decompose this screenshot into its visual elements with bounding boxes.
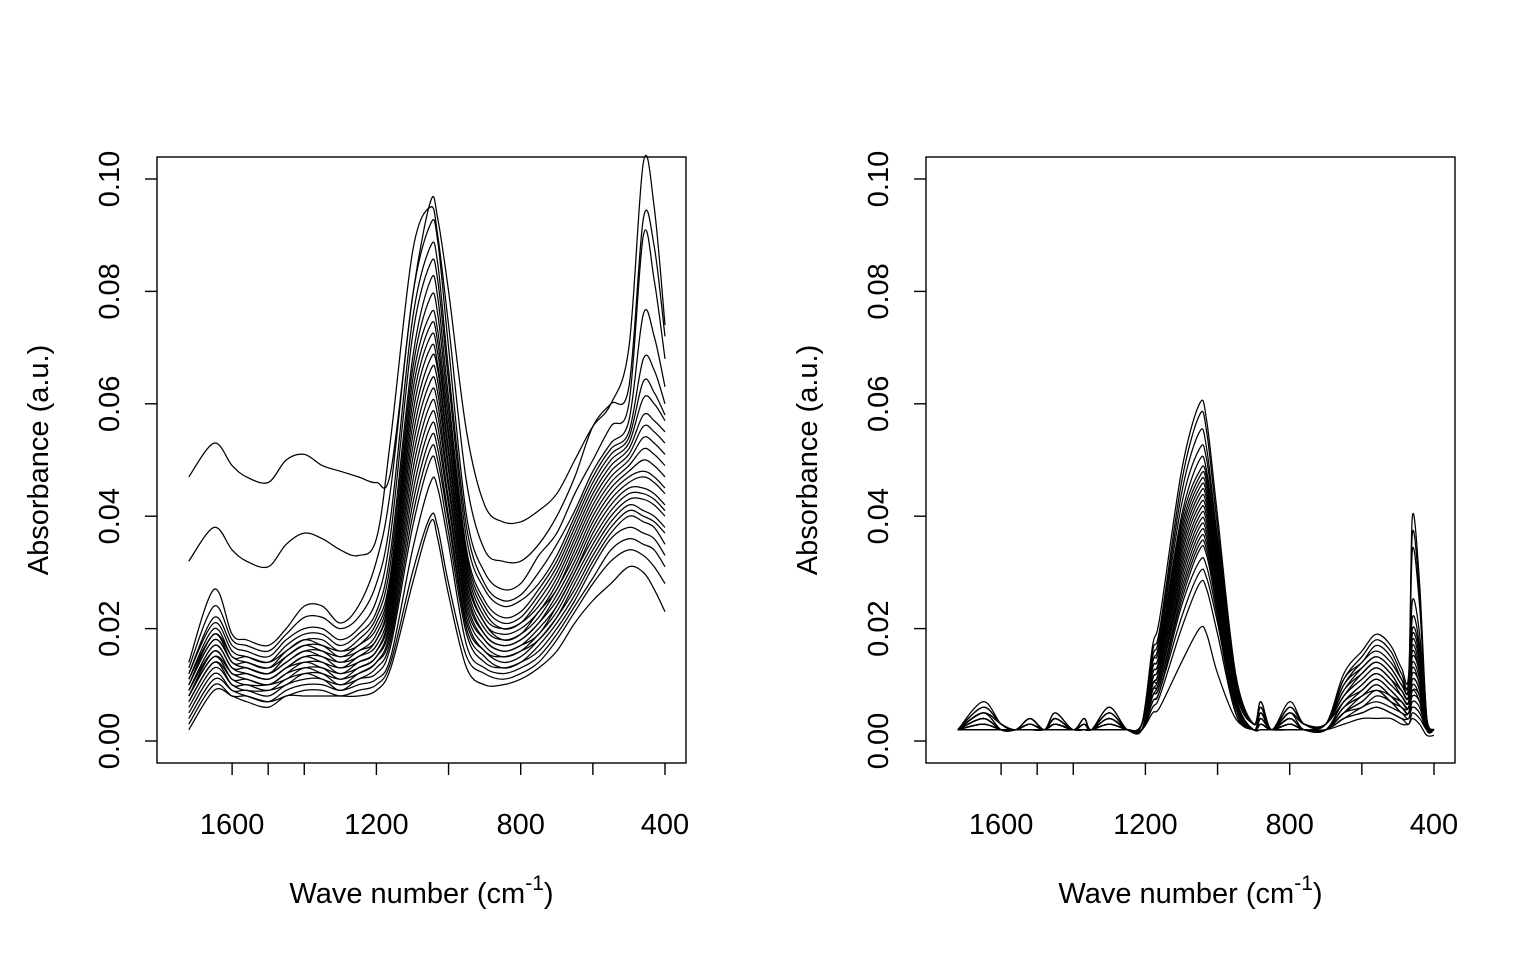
y-tick-label: 0.06 [863, 376, 895, 432]
spectrum-line-2 [188, 206, 666, 569]
x-tick-label: 1200 [1113, 809, 1178, 841]
plot-frame [925, 156, 1456, 764]
plot-frame [156, 156, 687, 764]
spectrum-line-5 [188, 258, 666, 674]
y-tick-label: 0.06 [94, 376, 126, 432]
spectra [957, 399, 1435, 737]
spectrum-line-22 [188, 476, 666, 719]
x-tick-label: 1200 [344, 809, 409, 841]
spectra [188, 154, 666, 731]
y-tick-label: 0.04 [863, 488, 895, 544]
spectrum-line-19 [188, 432, 666, 703]
x-axis-title-superscript: -1 [525, 872, 544, 895]
x-tick-label: 400 [1410, 809, 1458, 841]
y-tick-label: 0.04 [94, 488, 126, 544]
x-tick-label: 1600 [969, 809, 1034, 841]
spectrum-line-3 [188, 219, 666, 663]
x-tick-label: 800 [497, 809, 545, 841]
y-tick-label: 0.00 [863, 713, 895, 769]
y-tick-label: 0.08 [94, 263, 126, 319]
left-panel: 1600 1200 800 400 0.00 0.02 0.04 0.06 0.08 0.10 Wa… [23, 151, 689, 910]
spectrum-line-2 [957, 410, 1435, 734]
spectrum-line-21 [188, 455, 666, 714]
x-axis-title: Wave number (cm-1) [289, 872, 553, 910]
x-axis-title-close: ) [544, 878, 554, 910]
spectrum-line-24 [188, 518, 666, 731]
spectrum-line-17 [188, 410, 666, 697]
y-tick-label: 0.10 [863, 151, 895, 207]
spectrum-line-10 [188, 332, 666, 686]
spectrum-line-12 [188, 353, 666, 691]
spectrum-line-24 [957, 625, 1435, 737]
y-axis-title: Absorbance (a.u.) [792, 345, 824, 576]
y-tick-label: 0.00 [94, 713, 126, 769]
y-axis-title: Absorbance (a.u.) [23, 345, 55, 576]
x-tick-label: 400 [641, 809, 689, 841]
x-axis-title-text: Wave number (cm [1058, 878, 1294, 910]
y-tick-label: 0.10 [94, 151, 126, 207]
x-axis-title-close: ) [1313, 878, 1323, 910]
x-axis-title: Wave number (cm-1) [1058, 872, 1322, 910]
x-tick-label: 800 [1266, 809, 1314, 841]
y-tick-label: 0.02 [94, 600, 126, 656]
right-panel: 1600 1200 800 400 0.00 0.02 0.04 0.06 0.08 0.10 Wa… [792, 151, 1458, 910]
x-axis-title-superscript: -1 [1294, 872, 1313, 895]
spectrum-line-8 [957, 476, 1435, 732]
x-axis-title-text: Wave number (cm [289, 878, 525, 910]
y-tick-label: 0.08 [863, 263, 895, 319]
spectrum-line-4 [188, 241, 666, 669]
spectrum-line-15 [188, 387, 666, 697]
y-tick-label: 0.02 [863, 600, 895, 656]
spectrum-line-8 [188, 309, 666, 680]
x-tick-label: 1600 [200, 809, 265, 841]
spectrum-line-6 [188, 275, 666, 674]
